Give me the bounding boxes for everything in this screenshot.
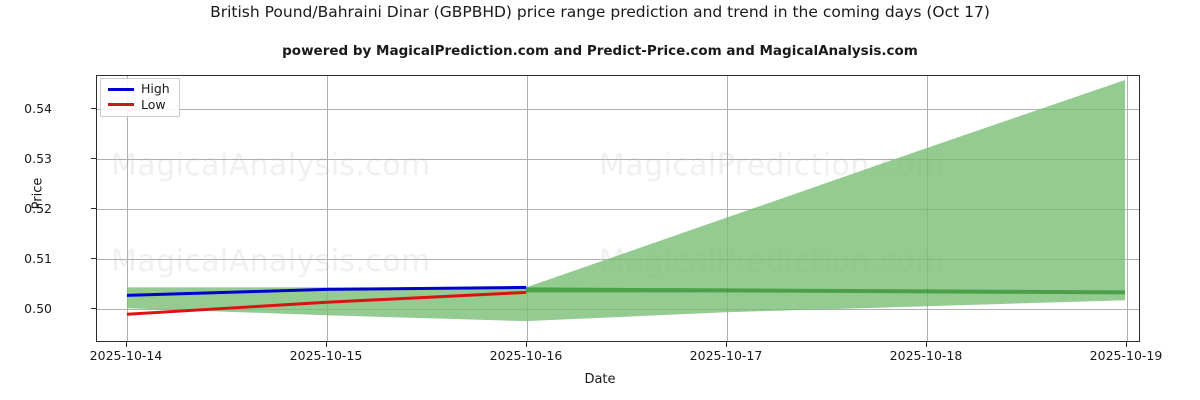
gridline-horizontal xyxy=(97,109,1139,110)
trend-corridor-band xyxy=(526,287,1126,295)
x-tick-mark xyxy=(926,342,927,347)
legend-swatch-low-icon xyxy=(108,103,134,107)
y-tick-label: 0.53 xyxy=(24,151,52,166)
x-tick-label: 2025-10-19 xyxy=(1089,348,1163,363)
gridline-horizontal xyxy=(97,159,1139,160)
y-tick-mark xyxy=(91,108,96,109)
x-tick-label: 2025-10-16 xyxy=(489,348,563,363)
legend-label-high: High xyxy=(141,81,170,96)
y-tick-mark xyxy=(91,308,96,309)
x-tick-label: 2025-10-14 xyxy=(89,348,163,363)
watermark-text: MagicalPrediction.com xyxy=(599,341,945,342)
chart-legend: High Low xyxy=(100,78,180,117)
high-series-line xyxy=(126,285,527,297)
series-layer xyxy=(126,79,1126,322)
x-tick-mark xyxy=(526,342,527,347)
gridline-vertical xyxy=(1127,76,1128,341)
gridline-horizontal xyxy=(97,209,1139,210)
y-tick-label: 0.50 xyxy=(24,301,52,316)
gridline-vertical xyxy=(127,76,128,341)
y-tick-mark xyxy=(91,258,96,259)
y-tick-mark xyxy=(91,208,96,209)
chart-subtitle: powered by MagicalPrediction.com and Pre… xyxy=(282,43,918,59)
x-tick-mark xyxy=(326,342,327,347)
legend-label-low: Low xyxy=(141,96,166,112)
y-tick-label: 0.52 xyxy=(24,201,52,216)
legend-item-low[interactable]: Low xyxy=(108,96,170,112)
plot-area: MagicalAnalysis.com MagicalPrediction.co… xyxy=(96,75,1140,342)
y-tick-label: 0.54 xyxy=(24,101,52,116)
low-series-line xyxy=(126,290,527,316)
watermark-text: MagicalAnalysis.com xyxy=(111,341,431,342)
x-tick-mark xyxy=(126,342,127,347)
legend-swatch-high-icon xyxy=(108,87,134,91)
chart-title: British Pound/Bahraini Dinar (GBPBHD) pr… xyxy=(210,3,990,21)
x-tick-mark xyxy=(1126,342,1127,347)
prediction-range-band xyxy=(126,79,1126,322)
y-tick-label: 0.51 xyxy=(24,251,52,266)
y-tick-mark xyxy=(91,158,96,159)
x-tick-label: 2025-10-17 xyxy=(689,348,763,363)
gridline-vertical xyxy=(327,76,328,341)
x-axis-label: Date xyxy=(584,372,616,387)
gridline-vertical xyxy=(527,76,528,341)
legend-item-high[interactable]: High xyxy=(108,81,170,96)
gridline-vertical xyxy=(727,76,728,341)
x-tick-mark xyxy=(726,342,727,347)
x-tick-label: 2025-10-18 xyxy=(889,348,963,363)
x-tick-label: 2025-10-15 xyxy=(289,348,363,363)
